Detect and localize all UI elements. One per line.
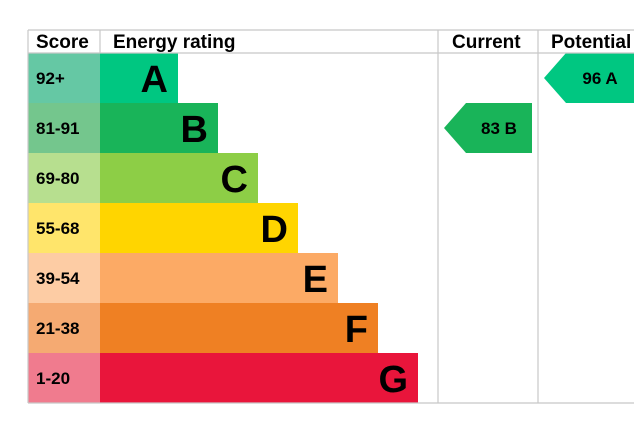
score-range-f: 21-38 bbox=[36, 319, 79, 338]
score-range-c: 69-80 bbox=[36, 169, 79, 188]
score-range-a: 92+ bbox=[36, 69, 65, 88]
score-cell-e bbox=[28, 253, 100, 303]
score-cell-g bbox=[28, 353, 100, 403]
band-bar-d bbox=[100, 203, 298, 253]
potential-arrow bbox=[544, 53, 634, 103]
band-letter-d: D bbox=[261, 209, 288, 251]
score-cell-c bbox=[28, 153, 100, 203]
score-cell-f bbox=[28, 303, 100, 353]
band-bar-b bbox=[100, 103, 218, 153]
band-letter-c: C bbox=[221, 159, 248, 201]
energy-rating-header: Energy rating bbox=[113, 32, 235, 53]
score-cell-b bbox=[28, 103, 100, 153]
score-cell-d bbox=[28, 203, 100, 253]
score-range-b: 81-91 bbox=[36, 119, 79, 138]
band-letter-b: B bbox=[181, 109, 208, 151]
score-range-e: 39-54 bbox=[36, 269, 80, 288]
score-range-g: 1-20 bbox=[36, 369, 70, 388]
band-bar-a bbox=[100, 53, 178, 103]
current-rating-label: 83 B bbox=[481, 119, 517, 138]
potential-header: Potential bbox=[551, 32, 631, 53]
current-arrow bbox=[444, 103, 532, 153]
table-grid bbox=[27, 29, 634, 404]
band-letter-g: G bbox=[378, 359, 408, 401]
rating-bands: 92+ A 81-91 B 69-80 C 55-68 D 39-54 E 21-38 F 1-20 G bbox=[28, 53, 418, 403]
current-header: Current bbox=[452, 32, 521, 53]
rating-arrows: 83 B 96 A bbox=[444, 53, 634, 153]
potential-rating-label: 96 A bbox=[582, 69, 617, 88]
band-letter-f: F bbox=[345, 309, 368, 351]
band-bar-c bbox=[100, 153, 258, 203]
band-bar-e bbox=[100, 253, 338, 303]
band-letter-a: A bbox=[141, 59, 168, 101]
band-letter-e: E bbox=[303, 259, 328, 301]
score-range-d: 55-68 bbox=[36, 219, 79, 238]
band-bar-f bbox=[100, 303, 378, 353]
score-header: Score bbox=[36, 32, 89, 53]
band-bar-g bbox=[100, 353, 418, 403]
score-cell-a bbox=[28, 53, 100, 103]
